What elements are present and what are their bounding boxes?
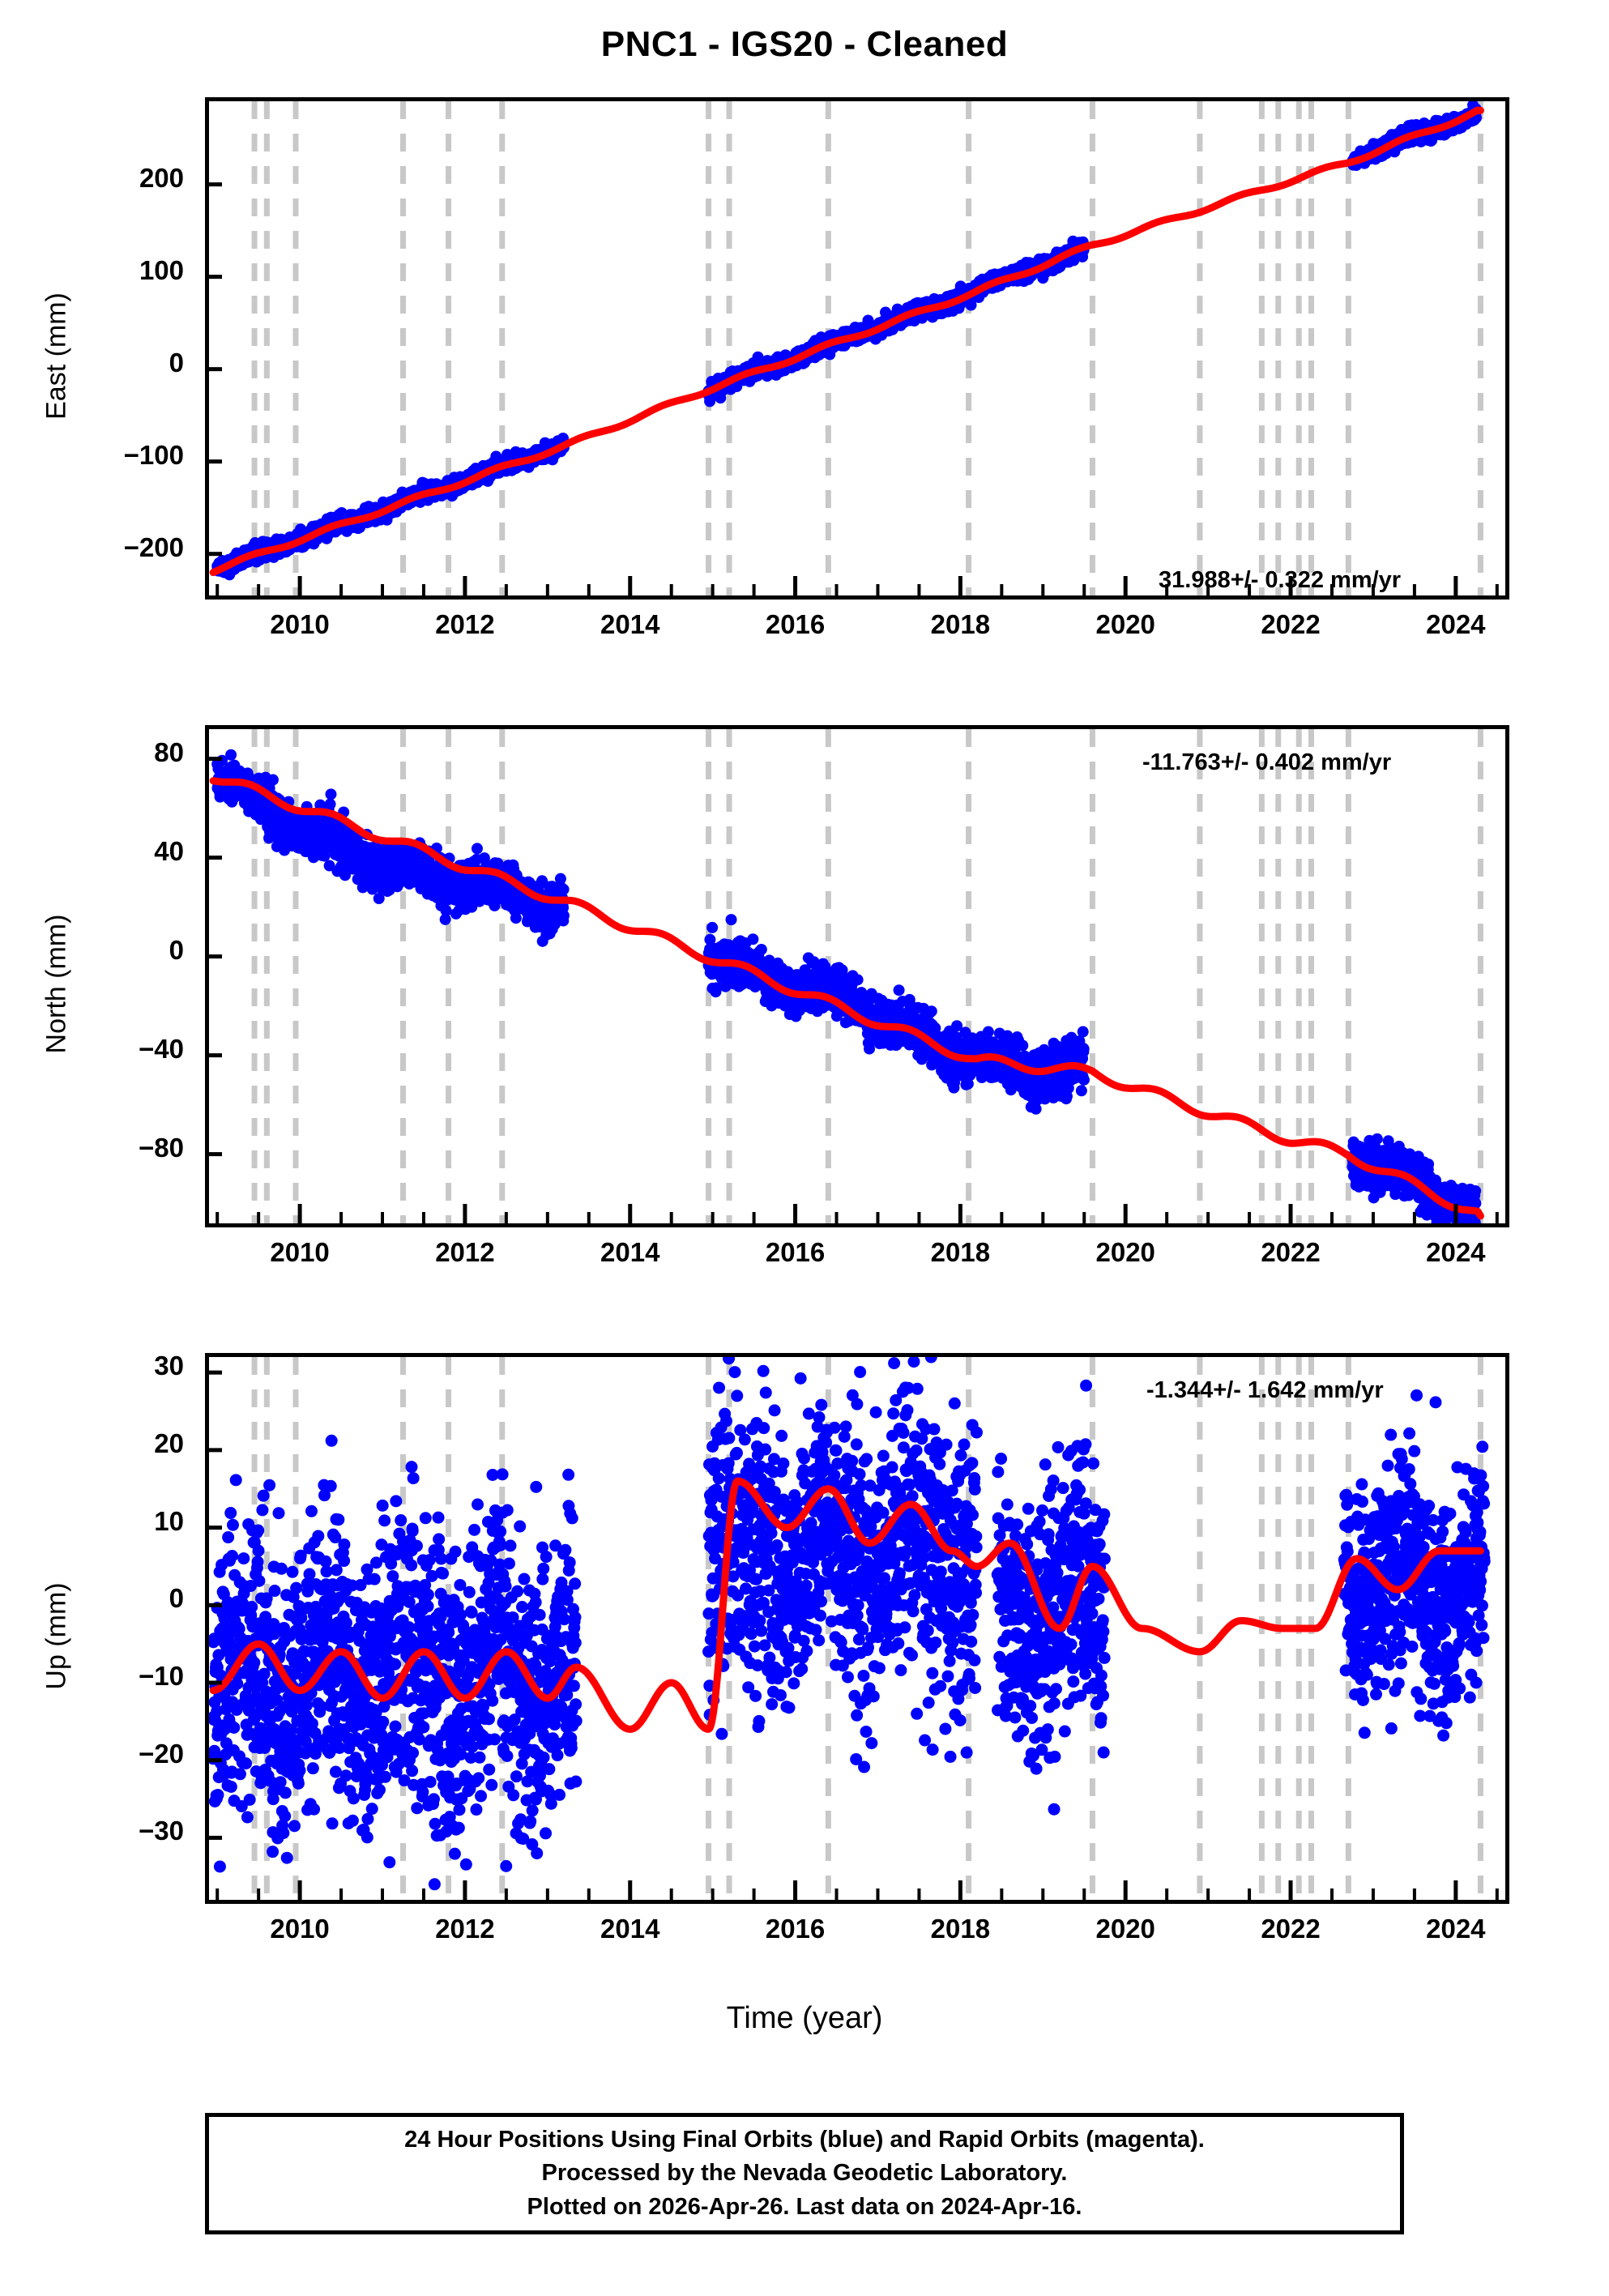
y-tick-label-north: −80 [139, 1132, 184, 1163]
x-tick-label-east: 2014 [600, 609, 660, 639]
panel-north-frame [205, 725, 1509, 1227]
data-points-up [209, 1357, 1491, 1891]
y-tick-label-east: 0 [169, 347, 184, 378]
x-tick-label-north: 2020 [1095, 1237, 1155, 1267]
footer-caption-box: 24 Hour Positions Using Final Orbits (bl… [205, 2113, 1404, 2234]
y-tick-label-north: −40 [139, 1033, 184, 1064]
x-tick-label-up: 2012 [435, 1914, 495, 1944]
rate-annotation-up: -1.344+/- 1.642 mm/yr [1146, 1377, 1384, 1403]
x-tick-label-up: 2014 [600, 1914, 660, 1944]
x-tick-label-up: 2022 [1261, 1914, 1321, 1944]
x-tick-label-east: 2018 [930, 609, 991, 639]
y-tick-label-up: 30 [154, 1351, 184, 1381]
x-tick-label-north: 2018 [930, 1237, 991, 1267]
panel-east-frame [205, 97, 1509, 600]
y-tick-label-north: 80 [154, 736, 184, 767]
model-fit-line-north [209, 777, 1484, 1220]
rate-annotation-north: -11.763+/- 0.402 mm/yr [1142, 749, 1392, 775]
y-tick-label-north: 40 [154, 835, 184, 866]
y-tick-label-up: 0 [169, 1583, 184, 1614]
footer-line-processor: Processed by the Nevada Geodetic Laborat… [541, 2160, 1068, 2187]
x-tick-label-up: 2016 [765, 1914, 826, 1944]
model-fit-line-up [209, 1477, 1484, 1733]
y-tick-label-up: −20 [139, 1738, 184, 1769]
x-tick-label-north: 2024 [1426, 1237, 1486, 1267]
panel-north-plot-area [209, 729, 1499, 1223]
model-fit-line-east [209, 106, 1484, 577]
y-tick-label-up: −30 [139, 1816, 184, 1846]
x-tick-label-up: 2020 [1095, 1914, 1155, 1944]
x-tick-label-east: 2012 [435, 609, 495, 639]
x-tick-label-east: 2022 [1261, 609, 1321, 639]
footer-line-dates: Plotted on 2026-Apr-26. Last data on 202… [527, 2193, 1082, 2220]
y-tick-label-up: −10 [139, 1661, 184, 1691]
y-tick-label-north: 0 [169, 934, 184, 965]
x-tick-label-up: 2010 [270, 1914, 330, 1944]
y-tick-label-east: −200 [123, 531, 184, 562]
x-tick-label-east: 2020 [1095, 609, 1155, 639]
page-title: PNC1 - IGS20 - Cleaned [600, 24, 1009, 64]
panel-up-plot-area [209, 1357, 1499, 1900]
x-tick-label-east: 2016 [765, 609, 826, 639]
y-tick-label-east: −100 [123, 439, 184, 470]
x-tick-label-north: 2012 [435, 1237, 495, 1267]
footer-line-orbits: 24 Hour Positions Using Final Orbits (bl… [404, 2127, 1205, 2153]
panel-up-frame [205, 1353, 1509, 1904]
x-tick-label-up: 2018 [930, 1914, 991, 1944]
y-tick-label-up: 10 [154, 1505, 184, 1536]
panel-east-plot-area [209, 101, 1499, 595]
panel-north [205, 725, 1509, 1227]
rate-annotation-east: 31.988+/- 0.322 mm/yr [1159, 567, 1402, 593]
x-tick-label-east: 2010 [270, 609, 330, 639]
panel-up [205, 1353, 1509, 1904]
x-tick-label-up: 2024 [1426, 1914, 1486, 1944]
x-tick-label-east: 2024 [1426, 609, 1486, 639]
axis-label-up: Up (mm) [41, 1582, 72, 1690]
x-tick-label-north: 2010 [270, 1237, 330, 1267]
x-tick-label-north: 2022 [1261, 1237, 1321, 1267]
y-tick-label-east: 100 [139, 254, 184, 285]
x-tick-label-north: 2016 [765, 1237, 826, 1267]
axis-label-time: Time (year) [726, 2001, 883, 2035]
panel-east [205, 97, 1509, 600]
y-tick-label-up: 20 [154, 1428, 184, 1458]
x-tick-label-north: 2014 [600, 1237, 660, 1267]
y-tick-label-east: 200 [139, 162, 184, 193]
